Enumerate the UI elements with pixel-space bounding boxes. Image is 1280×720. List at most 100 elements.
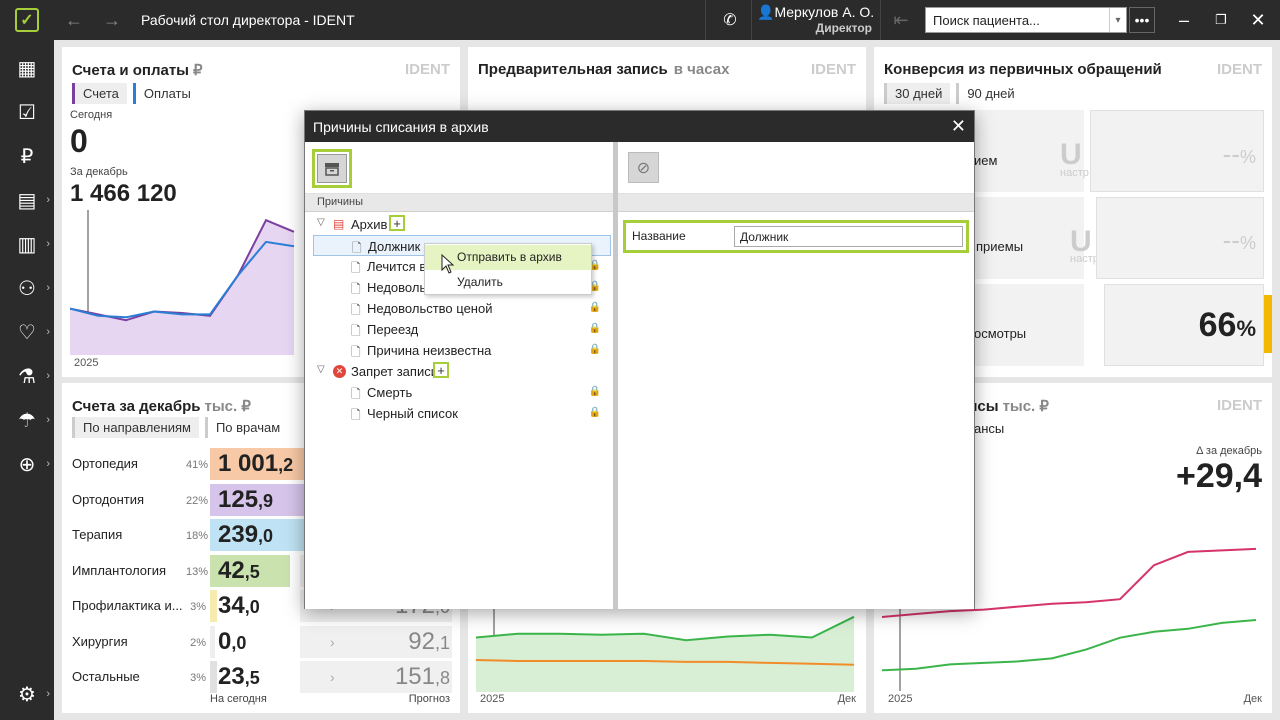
conv-row-value: --% (1222, 225, 1256, 255)
card-title: Счета и оплаты ₽ (72, 62, 203, 79)
phone-icon[interactable]: ✆ (723, 12, 737, 29)
bill-row-pct: 13% (186, 565, 209, 578)
finance-icon[interactable]: ⊕ › (18, 453, 50, 476)
expand-icon[interactable]: ▽ (317, 217, 325, 228)
tree-item[interactable]: 🗋 Причина неизвестна 🔒 (305, 340, 611, 361)
delta-label: Δ за декабрь (1196, 445, 1262, 457)
bill-row-label: Профилактика и... (72, 598, 183, 613)
month-value: 1 466 120 (70, 180, 177, 207)
x-axis-start: 2025 (480, 693, 505, 705)
search-input[interactable] (926, 8, 1109, 32)
schedule-icon[interactable]: ▦ (17, 57, 37, 80)
conv-row-value: 66% (1198, 306, 1256, 344)
add-reason-button[interactable]: + (433, 362, 449, 378)
series-appointments-area (476, 616, 854, 692)
tree-group[interactable]: ▽ ✕ Запрет записи + (305, 361, 611, 382)
bill-row-value: 0,0 (218, 627, 247, 655)
tooth-icon[interactable]: ♡ › (18, 321, 50, 344)
chart-icon[interactable]: ▥ › (17, 233, 50, 256)
card-brand: IDENT (811, 61, 856, 78)
card-brand: IDENT (1217, 397, 1262, 414)
tasks-icon[interactable]: ☑ (18, 101, 36, 124)
tree-item[interactable]: 🗋 Недовольство ценой 🔒 (305, 298, 611, 319)
tab-30-days[interactable]: 30 дней (884, 83, 951, 104)
pane-splitter[interactable] (613, 142, 618, 609)
chevron-down-icon[interactable]: ▾ (1109, 8, 1126, 32)
menu-item-delete[interactable]: Удалить (457, 275, 503, 289)
bill-row-label: Терапия (72, 527, 123, 542)
ghost-text: настр (1070, 253, 1099, 265)
back-arrow-icon[interactable]: ← (65, 9, 83, 30)
user-name[interactable]: 👤Меркулов А. О. (757, 4, 875, 20)
tree-item[interactable]: 🗋 Смерть 🔒 (305, 382, 611, 403)
series-balance-b (882, 619, 1257, 672)
bill-row-value: 34,0 (218, 592, 260, 619)
document-icon: 🗋 (351, 303, 361, 317)
tab-invoices[interactable]: Счета (72, 83, 127, 104)
name-label: Название (632, 229, 686, 243)
x-axis-label: 2025 (74, 357, 99, 369)
more-button[interactable]: ••• (1129, 7, 1155, 33)
close-icon[interactable]: ✕ (1250, 9, 1266, 30)
conv-row-label: ием (974, 153, 998, 168)
tab-balance[interactable]: ансы (974, 421, 1005, 436)
name-input[interactable]: Должник (734, 226, 963, 247)
logout-icon[interactable]: ⇤ (893, 9, 909, 30)
tab-90-days[interactable]: 90 дней (956, 83, 1023, 104)
menu-item-send-to-archive[interactable]: Отправить в архив (425, 245, 591, 270)
bill-row-pct: 22% (186, 494, 209, 507)
tab-payments[interactable]: Оплаты (132, 83, 199, 104)
expand-icon[interactable]: ▽ (317, 364, 325, 375)
card-brand: IDENT (405, 61, 450, 78)
close-icon[interactable]: ✕ (950, 116, 966, 136)
restore-icon[interactable]: ❐ (1215, 12, 1227, 27)
document-icon: 🗋 (351, 282, 361, 296)
lock-icon: 🔒 (588, 302, 601, 313)
tree-item[interactable]: 🗋 Переезд 🔒 (305, 319, 611, 340)
context-menu: Отправить в архив Удалить (424, 243, 592, 295)
bill-row-bar (210, 661, 217, 693)
lock-icon: 🔒 (588, 260, 601, 271)
tree-item[interactable]: 🗋 Лечится в 🔒 (305, 256, 611, 277)
user-role: Директор (815, 21, 872, 35)
document-icon: 🗋 (351, 387, 361, 401)
dialog-title: Причины списания в архив (313, 119, 489, 135)
add-reason-button[interactable]: + (389, 215, 405, 231)
bill-row-bar (210, 590, 217, 622)
tab-by-direction[interactable]: По направлениям (72, 417, 199, 438)
footer-forecast: Прогноз (408, 693, 450, 705)
lock-icon: 🔒 (588, 281, 601, 292)
today-value: 0 (70, 123, 88, 159)
tree-item[interactable]: 🗋 Черный список 🔒 (305, 403, 611, 424)
bill-row-label: Ортодонтия (72, 491, 145, 507)
document-icon: 🗋 (351, 408, 361, 422)
cancel-button[interactable]: ⊘ (628, 152, 659, 183)
lab-icon[interactable]: ⚗ › (18, 365, 50, 388)
ruble-icon[interactable]: ₽ (20, 145, 34, 168)
lock-icon: 🔒 (588, 407, 601, 418)
card-title: Счета за декабрь тыс. ₽ (72, 398, 251, 415)
forward-arrow-icon[interactable]: → (103, 9, 121, 30)
tree-group[interactable]: ▽ ▤ Архив + (305, 214, 611, 235)
lock-icon: 🔒 (588, 344, 601, 355)
lock-icon: 🔒 (588, 386, 601, 397)
patient-search[interactable]: ▾ (925, 7, 1127, 33)
name-field: Название Должник (623, 220, 969, 253)
archive-button[interactable] (312, 149, 352, 188)
minimize-icon[interactable]: – (1178, 9, 1189, 30)
archive-box-icon (317, 154, 347, 183)
conv-row-label: осмотры (974, 326, 1027, 341)
document-icon: 🗋 (352, 241, 362, 255)
tab-by-doctor[interactable]: По врачам (204, 417, 289, 438)
bill-row-value: 23,5 (218, 663, 260, 690)
gear-icon[interactable]: ⚙ › (18, 683, 50, 706)
bill-row-pct: 3% (190, 601, 206, 613)
calculator-icon[interactable]: ▤ › (17, 189, 50, 212)
umbrella-icon[interactable]: ☂ › (18, 409, 50, 432)
people-icon[interactable]: ⚇ › (18, 277, 50, 300)
app-logo[interactable]: ✓ (0, 0, 54, 40)
ghost-logo: U (1060, 138, 1082, 171)
tree-item[interactable]: 🗋 Недовольс 🔒 (305, 277, 611, 298)
dialog-header: Причины списания в архив ✕ (305, 111, 974, 142)
reasons-pane: Причины ▽ ▤ Архив + 🗋 Должник 🗋 Лечится в 🔒 🗋 Недо… (305, 142, 613, 609)
